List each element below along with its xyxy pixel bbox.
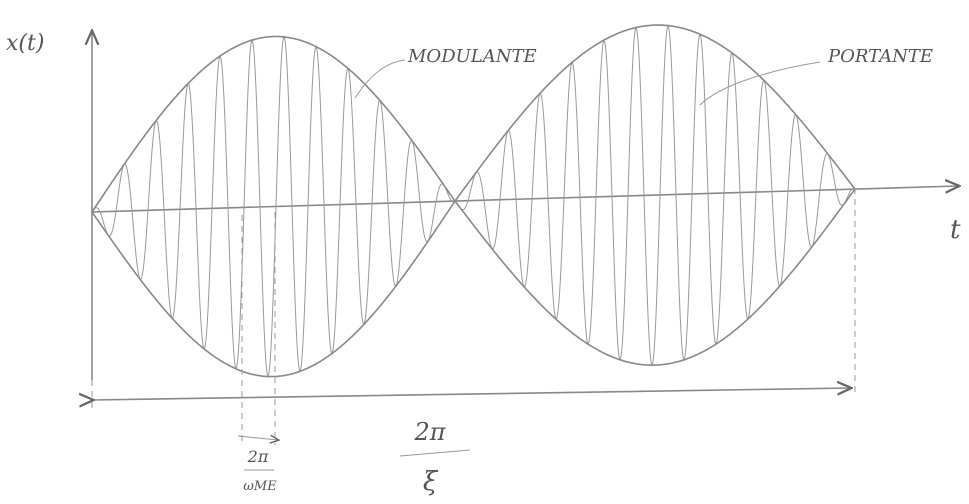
fraction-denominator: ωME — [243, 479, 277, 494]
fraction-denominator: ξ — [423, 467, 439, 497]
fraction-numerator: 2π — [413, 418, 446, 446]
period-arrow — [238, 436, 278, 440]
fraction-bar — [400, 450, 470, 456]
modulating-label: MODULANTE — [407, 46, 537, 67]
fraction-numerator: 2π — [247, 447, 269, 466]
x-axis — [92, 186, 958, 212]
leader-line — [700, 62, 820, 105]
diagram: x(t) t MODULANTE PORTANTE 2π ωME 2π ξ — [0, 0, 969, 504]
x-axis-label: t — [950, 215, 961, 245]
period-arrow — [92, 388, 850, 400]
leader-line — [355, 60, 405, 98]
y-axis-label: x(t) — [6, 31, 44, 56]
carrier-label: PORTANTE — [827, 46, 933, 67]
